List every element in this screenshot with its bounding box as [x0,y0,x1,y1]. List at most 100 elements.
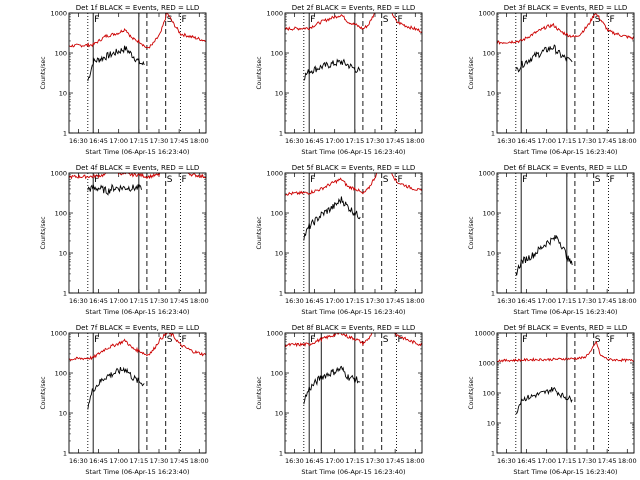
x-tick-label: 18:00 [190,457,209,465]
x-tick-label: 16:45 [305,137,324,145]
y-tick-label: 10 [275,90,283,98]
plot-frame [284,12,423,134]
y-axis-label: Counts/sec [256,376,263,409]
x-tick-label: 17:45 [598,297,617,305]
marker-label: F [310,335,315,345]
y-tick-label: 1 [279,290,283,298]
x-axis-label: Start Time (06-Apr-15 16:23:40) [85,308,189,316]
marker-label: F [94,15,99,25]
x-tick-label: 17:30 [150,137,169,145]
marker-label: F [181,335,186,345]
panel-2: Det 2f BLACK = Events, RED = LLD Counts/s… [256,4,425,156]
panel-3: Det 3f BLACK = Events, RED = LLD Counts/s… [468,4,637,156]
events-trace [87,366,145,410]
y-tick-label: 100 [483,390,495,398]
x-tick-label: 16:30 [497,137,516,145]
chart-title: Det 1f BLACK = Events, RED = LLD [76,4,199,12]
chart-title: Det 2f BLACK = Events, RED = LLD [292,4,415,12]
y-tick-label: 10 [59,90,67,98]
x-tick-label: 17:15 [129,137,148,145]
marker-label: S [595,175,601,185]
plot-frame [68,332,207,454]
x-tick-label: 16:30 [69,457,88,465]
x-tick-label: 16:30 [69,137,88,145]
y-tick-label: 1 [63,290,67,298]
marker-label: F [522,175,527,185]
x-tick-label: 17:45 [386,297,405,305]
chart-title: Det 5f BLACK = Events, RED = LLD [292,164,415,172]
x-tick-label: 18:00 [406,137,425,145]
plot-frame [68,12,207,134]
chart-title: Det 6f BLACK = Events, RED = LLD [504,164,627,172]
y-tick-label: 100 [55,370,67,378]
plot-frame [496,12,635,134]
x-tick-label: 17:15 [345,297,364,305]
x-axis-label: Start Time (06-Apr-15 16:23:40) [513,308,617,316]
y-tick-label: 10 [487,90,495,98]
lld-trace [69,333,206,362]
events-trace [303,196,361,241]
x-tick-label: 17:00 [109,297,128,305]
y-axis-label: Counts/sec [40,216,47,249]
x-tick-label: 16:30 [69,297,88,305]
y-tick-label: 1 [279,130,283,138]
x-tick-label: 17:15 [557,457,576,465]
marker-label: S [167,175,173,185]
x-tick-label: 17:45 [598,457,617,465]
lld-trace [69,173,206,180]
x-tick-label: 16:45 [89,457,108,465]
marker-label: F [609,15,614,25]
y-tick-label: 1 [491,290,495,298]
x-tick-label: 18:00 [190,297,209,305]
x-tick-label: 17:00 [325,457,344,465]
plot-frame [68,172,207,294]
marker-label: F [397,175,402,185]
plot-frame [284,332,423,454]
x-axis-label: Start Time (06-Apr-15 16:23:40) [513,468,617,476]
x-tick-label: 18:00 [406,457,425,465]
x-tick-label: 17:30 [366,297,385,305]
panel-4: Det 4f BLACK = Events, RED = LLD Counts/s… [40,164,209,316]
x-tick-label: 17:30 [578,457,597,465]
x-tick-label: 17:30 [366,137,385,145]
y-axis-label: Counts/sec [256,216,263,249]
y-axis-label: Counts/sec [468,376,475,409]
x-tick-label: 17:15 [345,137,364,145]
events-trace [303,365,361,405]
y-tick-label: 1 [63,130,67,138]
events-trace [515,44,573,73]
x-tick-label: 17:45 [386,457,405,465]
x-tick-label: 16:45 [305,297,324,305]
x-tick-label: 18:00 [618,297,637,305]
lld-trace [497,13,634,45]
x-tick-label: 18:00 [406,297,425,305]
x-tick-label: 18:00 [618,457,637,465]
x-tick-label: 17:15 [557,297,576,305]
panel-7: Det 7f BLACK = Events, RED = LLD Counts/s… [40,324,209,476]
marker-label: F [522,335,527,345]
events-trace [87,183,142,196]
x-tick-label: 16:30 [497,457,516,465]
y-axis-label: Counts/sec [468,56,475,89]
marker-label: S [383,335,389,345]
y-tick-label: 1000 [50,330,67,338]
marker-label: F [181,15,186,25]
x-tick-label: 17:45 [170,457,189,465]
x-tick-label: 17:30 [150,297,169,305]
y-tick-label: 10 [59,250,67,258]
x-tick-label: 18:00 [618,137,637,145]
y-tick-label: 10 [275,410,283,418]
y-tick-label: 1 [279,450,283,458]
plot-frame [496,172,635,294]
x-tick-label: 17:15 [557,137,576,145]
x-tick-label: 17:15 [129,297,148,305]
y-tick-label: 1 [491,450,495,458]
x-axis-label: Start Time (06-Apr-15 16:23:40) [301,468,405,476]
x-axis-label: Start Time (06-Apr-15 16:23:40) [513,148,617,156]
x-tick-label: 17:45 [170,297,189,305]
plot-frame [284,172,423,294]
y-tick-label: 100 [483,50,495,58]
chart-title: Det 7f BLACK = Events, RED = LLD [76,324,199,332]
x-axis-label: Start Time (06-Apr-15 16:23:40) [301,148,405,156]
y-tick-label: 1000 [266,170,283,178]
